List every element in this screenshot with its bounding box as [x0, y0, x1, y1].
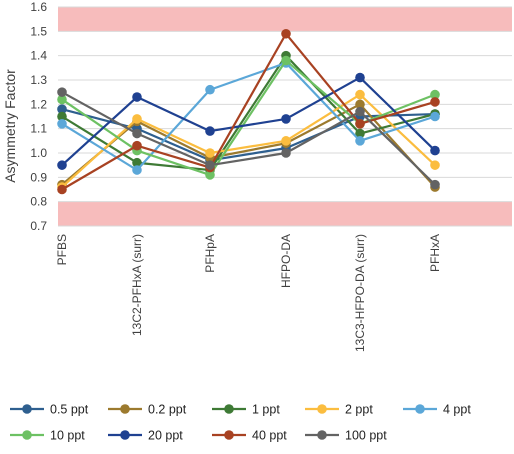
legend-marker	[415, 404, 425, 414]
legend-marker	[317, 404, 327, 414]
data-point	[430, 160, 440, 170]
data-point	[430, 179, 440, 190]
data-point	[57, 160, 67, 170]
data-point	[57, 94, 67, 105]
legend-item: 4 ppt	[403, 403, 471, 417]
data-point	[281, 55, 291, 66]
legend-item: 10 ppt	[10, 429, 85, 443]
series-4-ppt	[57, 58, 440, 175]
series-20-ppt	[57, 72, 440, 170]
series-2-ppt	[57, 89, 440, 192]
data-point	[355, 89, 365, 100]
legend-marker	[224, 404, 234, 414]
legend-item: 20 ppt	[108, 429, 183, 443]
data-point	[205, 84, 215, 95]
series-line	[61, 59, 436, 176]
series-line	[61, 93, 436, 188]
series-line	[61, 32, 436, 191]
legend-label: 10 ppt	[50, 429, 85, 443]
x-tick-label: 13C3-HFPO-DA (surr)	[353, 234, 367, 352]
data-point	[430, 97, 440, 107]
data-point	[430, 145, 440, 156]
series-line	[61, 76, 436, 166]
data-point	[132, 140, 142, 151]
x-tick-label: PFHpA	[203, 234, 217, 273]
data-point	[281, 114, 291, 124]
y-tick-label: 1.3	[30, 73, 47, 87]
y-tick-label: 1.0	[30, 146, 47, 160]
y-axis-title: Asymmetry Factor	[2, 69, 18, 183]
x-tick-label: HFPO-DA	[279, 234, 293, 288]
data-point	[281, 28, 291, 39]
legend-item: 100 ppt	[305, 429, 387, 443]
legend-label: 2 ppt	[345, 403, 373, 417]
legend-item: 2 ppt	[305, 403, 373, 417]
y-tick-label: 1.5	[30, 24, 47, 38]
legend-marker	[224, 430, 234, 440]
y-tick-label: 0.9	[30, 170, 47, 184]
data-point	[57, 111, 67, 122]
data-point	[132, 128, 142, 139]
legend-label: 0.5 ppt	[50, 403, 89, 417]
data-point	[430, 89, 440, 100]
x-tick-label: 13C2-PFHxA (surr)	[130, 234, 144, 336]
data-point	[281, 148, 291, 158]
legend-marker	[22, 404, 32, 414]
data-point	[355, 72, 365, 83]
legend-item: 0.5 ppt	[10, 403, 89, 417]
legend-marker	[120, 430, 130, 440]
legend-marker	[120, 404, 130, 414]
y-tick-label: 1.2	[30, 97, 47, 111]
data-point	[355, 106, 365, 117]
data-point	[205, 160, 215, 170]
y-tick-label: 0.8	[30, 195, 47, 209]
lower-out-of-range-band	[58, 201, 512, 226]
legend-item: 0.2 ppt	[108, 403, 187, 417]
data-point	[132, 114, 142, 124]
legend: 0.5 ppt 0.2 ppt 1 ppt 2 ppt 4 ppt 10 ppt 20 pp…	[10, 403, 471, 443]
data-point	[132, 165, 142, 175]
upper-out-of-range-band	[58, 7, 512, 32]
data-point	[205, 170, 215, 180]
series-100-ppt	[57, 87, 440, 190]
y-axis-ticks: 0.7 0.8 0.9 1.0 1.1 1.2 1.3 1.4 1.5 1.6	[30, 0, 47, 233]
legend-label: 100 ppt	[345, 429, 387, 443]
y-tick-label: 0.7	[30, 219, 47, 233]
data-point	[205, 126, 215, 136]
series-line	[61, 61, 436, 172]
data-point	[281, 136, 291, 146]
data-point	[355, 136, 365, 146]
data-point	[205, 148, 215, 158]
series-lines	[57, 28, 440, 195]
data-point	[132, 157, 142, 168]
legend-label: 1 ppt	[252, 403, 280, 417]
data-point	[430, 111, 440, 122]
out-of-range-bands	[58, 7, 512, 226]
legend-item: 1 ppt	[212, 403, 280, 417]
data-point	[57, 119, 67, 129]
y-tick-label: 1.6	[30, 0, 47, 14]
data-point	[355, 128, 365, 139]
data-point	[355, 119, 365, 129]
data-point	[57, 184, 67, 195]
x-axis-ticks: PFBS 13C2-PFHxA (surr) PFHpA HFPO-DA 13C3-HF…	[55, 234, 442, 352]
series-line	[61, 54, 436, 172]
x-tick-label: PFHxA	[428, 234, 442, 272]
legend-item: 40 ppt	[212, 429, 287, 443]
data-point	[57, 104, 67, 114]
data-point	[57, 87, 67, 97]
x-tick-label: PFBS	[55, 234, 69, 265]
y-tick-label: 1.1	[30, 122, 47, 136]
data-point	[355, 99, 365, 110]
legend-label: 0.2 ppt	[148, 403, 187, 417]
legend-label: 4 ppt	[443, 403, 471, 417]
legend-marker	[317, 430, 327, 440]
legend-marker	[22, 430, 32, 440]
y-tick-label: 1.4	[30, 49, 47, 63]
series-line	[61, 91, 436, 186]
legend-label: 40 ppt	[252, 429, 287, 443]
data-point	[132, 92, 142, 102]
legend-label: 20 ppt	[148, 429, 183, 443]
